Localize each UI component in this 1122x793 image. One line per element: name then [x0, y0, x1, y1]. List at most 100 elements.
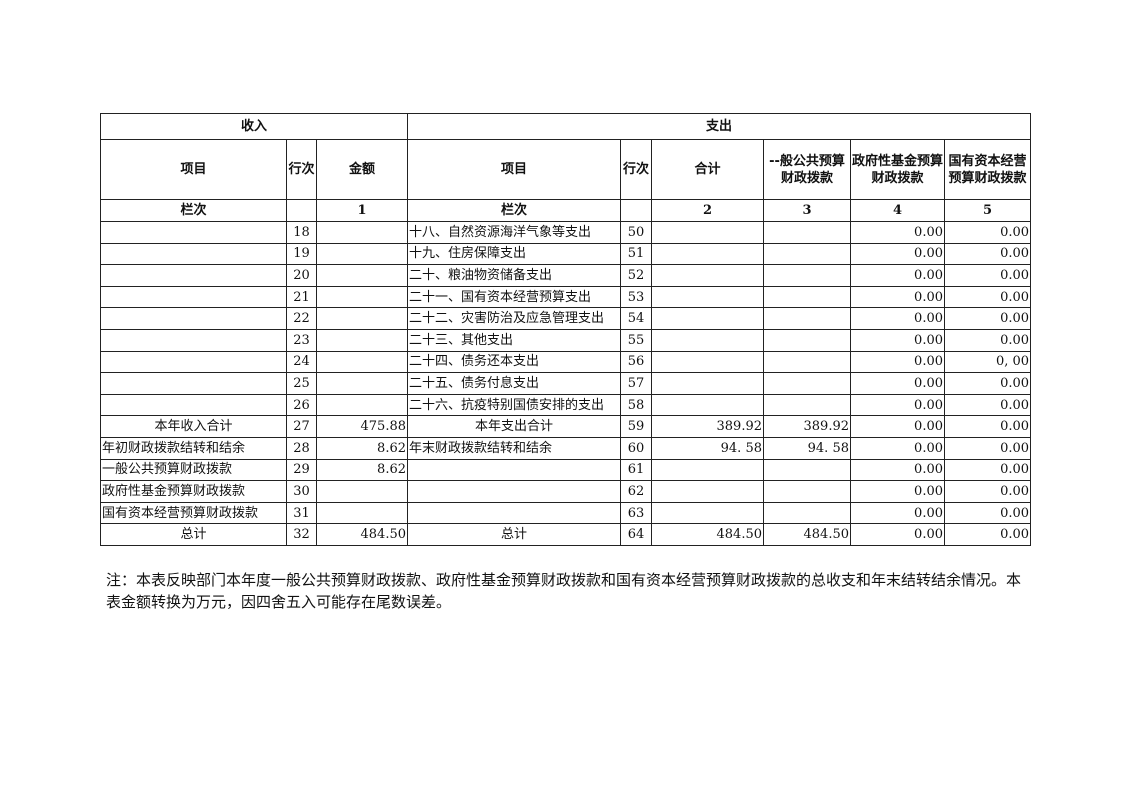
state-capital-cell: 0.00	[943, 501, 1032, 525]
income-item-cell	[100, 221, 287, 244]
general-budget-cell	[763, 328, 851, 352]
total-cell	[651, 328, 764, 352]
income-item-cell	[100, 242, 287, 266]
table-row: 22 二十二、灾害防治及应急管理支出 54 0.00 0.00	[100, 307, 1032, 330]
income-amount-cell	[316, 393, 408, 417]
state-capital-cell: 0.00	[943, 285, 1032, 309]
expense-item-cell: 十九、住房保障支出	[407, 242, 621, 266]
income-amount-header: 金额	[316, 139, 408, 200]
gov-fund-cell: 0.00	[850, 523, 945, 546]
general-budget-cell	[763, 350, 851, 374]
expense-item-cell	[407, 458, 621, 482]
table-row: 政府性基金预算财政拨款 30 62 0.00 0.00	[100, 480, 1032, 503]
expense-line-cell: 55	[620, 328, 652, 352]
income-amount-cell	[316, 242, 408, 266]
state-capital-cell: 0.00	[943, 393, 1032, 417]
income-amount-cell	[316, 480, 408, 503]
expense-item-cell: 二十一、国有资本经营预算支出	[407, 285, 621, 309]
table-row: 23 二十三、其他支出 55 0.00 0.00	[100, 328, 1032, 352]
income-line-cell: 31	[286, 501, 317, 525]
general-budget-cell	[763, 458, 851, 482]
col-number-5: 5	[943, 199, 1032, 222]
table-row: 20 二十、粮油物资储备支出 52 0.00 0.00	[100, 264, 1032, 287]
expense-item-cell: 二十、粮油物资储备支出	[407, 264, 621, 287]
income-item-cell	[100, 350, 287, 374]
total-cell: 94. 58	[651, 436, 764, 460]
income-line-cell: 29	[286, 458, 317, 482]
gov-fund-cell: 0.00	[850, 307, 945, 330]
col-label-right: 栏次	[407, 199, 621, 222]
total-cell	[651, 480, 764, 503]
income-amount-cell	[316, 350, 408, 374]
state-capital-cell: 0.00	[943, 458, 1032, 482]
income-line-cell: 24	[286, 350, 317, 374]
table-row: 26 二十六、抗疫特别国债安排的支出 58 0.00 0.00	[100, 393, 1032, 417]
table-row: 年初财政拨款结转和结余 28 8.62 年末财政拨款结转和结余 60 94. 58 94. …	[100, 436, 1032, 460]
total-cell	[651, 242, 764, 266]
total-cell: 484.50	[651, 523, 764, 546]
income-item-cell	[100, 328, 287, 352]
expense-line-header: 行次	[620, 139, 652, 200]
expense-item-cell: 二十五、债务付息支出	[407, 372, 621, 395]
expense-item-cell: 二十六、抗疫特别国债安排的支出	[407, 393, 621, 417]
gov-fund-header: 政府性基金预算财政拨款	[850, 139, 945, 200]
table-body: 18 十八、自然资源海洋气象等支出 50 0.00 0.00 19 十九、住房保障支出 51 0…	[100, 221, 1032, 546]
total-cell	[651, 221, 764, 244]
col-number-2: 2	[651, 199, 764, 222]
state-capital-cell: 0, 00	[943, 350, 1032, 374]
income-item-cell: 本年收入合计	[100, 415, 287, 438]
total-cell	[651, 458, 764, 482]
expense-line-cell: 56	[620, 350, 652, 374]
expense-line-cell: 51	[620, 242, 652, 266]
income-amount-cell	[316, 264, 408, 287]
income-amount-cell: 484.50	[316, 523, 408, 546]
income-amount-cell	[316, 285, 408, 309]
expense-section-header: 支出	[406, 113, 1032, 140]
general-budget-cell: 484.50	[763, 523, 851, 546]
table-row: 25 二十五、债务付息支出 57 0.00 0.00	[100, 372, 1032, 395]
income-line-cell: 27	[286, 415, 317, 438]
expense-line-cell: 54	[620, 307, 652, 330]
income-item-cell	[100, 393, 287, 417]
income-item-cell: 政府性基金预算财政拨款	[100, 480, 287, 503]
general-budget-cell	[763, 264, 851, 287]
income-line-cell: 21	[286, 285, 317, 309]
total-cell	[651, 372, 764, 395]
income-item-cell	[100, 285, 287, 309]
general-budget-header: --般公共预算财政拨款	[763, 139, 851, 200]
total-cell	[651, 501, 764, 525]
income-line-cell: 18	[286, 221, 317, 244]
total-header: 合计	[651, 139, 764, 200]
expense-line-cell: 64	[620, 523, 652, 546]
expense-item-cell	[407, 501, 621, 525]
state-capital-cell: 0.00	[943, 221, 1032, 244]
income-amount-cell	[316, 307, 408, 330]
income-line-cell: 19	[286, 242, 317, 266]
income-line-cell: 26	[286, 393, 317, 417]
total-cell	[651, 350, 764, 374]
total-cell: 389.92	[651, 415, 764, 438]
expense-line-cell: 50	[620, 221, 652, 244]
expense-item-header: 项目	[407, 139, 621, 200]
gov-fund-cell: 0.00	[850, 393, 945, 417]
table-row: 18 十八、自然资源海洋气象等支出 50 0.00 0.00	[100, 221, 1032, 244]
income-line-cell: 32	[286, 523, 317, 546]
expense-line-cell: 52	[620, 264, 652, 287]
col-label-left: 栏次	[100, 199, 287, 222]
table-row: 国有资本经营预算财政拨款 31 63 0.00 0.00	[100, 501, 1032, 525]
table-row: 总计 32 484.50 总计 64 484.50 484.50 0.00 0.00	[100, 523, 1032, 546]
state-capital-header: 国有资本经营预算财政拨款	[943, 139, 1032, 200]
state-capital-cell: 0.00	[943, 328, 1032, 352]
general-budget-cell	[763, 480, 851, 503]
total-cell	[651, 307, 764, 330]
income-amount-cell	[316, 328, 408, 352]
column-number-row: 栏次 1 栏次 2 3 4 5	[100, 199, 1032, 222]
income-item-cell: 一般公共预算财政拨款	[100, 458, 287, 482]
section-header-row: 收入 支出	[100, 113, 1032, 140]
general-budget-cell	[763, 307, 851, 330]
empty-cell	[286, 199, 317, 222]
expense-item-cell: 总计	[407, 523, 621, 546]
expense-line-cell: 53	[620, 285, 652, 309]
total-cell	[651, 393, 764, 417]
income-line-cell: 25	[286, 372, 317, 395]
